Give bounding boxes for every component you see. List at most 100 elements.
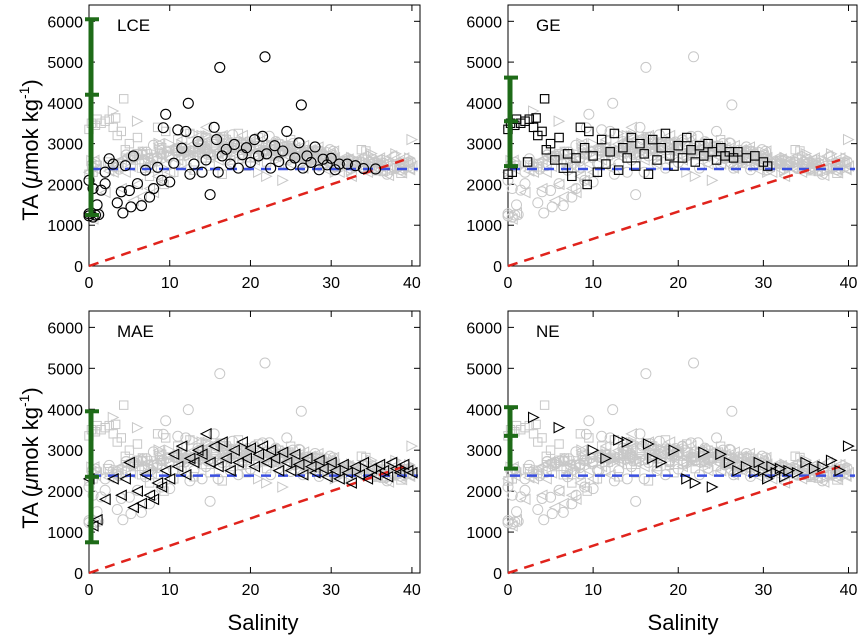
background-point: [390, 148, 402, 160]
data-point: [117, 207, 129, 219]
data-point: [596, 134, 607, 145]
data-point: [370, 163, 382, 175]
x-tick-label: 10: [584, 275, 602, 292]
background-point: [737, 452, 750, 464]
background-point: [188, 127, 201, 140]
data-point: [622, 153, 632, 163]
background-point: [621, 166, 633, 178]
x-tick-label: 10: [584, 582, 602, 599]
data-point: [163, 472, 176, 485]
background-point: [721, 453, 733, 465]
data-point: [341, 158, 353, 170]
data-point: [159, 464, 172, 477]
background-point: [649, 141, 661, 153]
data-point: [259, 51, 271, 63]
data-point: [296, 468, 309, 481]
background-point: [741, 453, 753, 465]
background-point: [253, 146, 266, 159]
background-point: [164, 483, 176, 495]
background-point: [795, 146, 805, 156]
background-point: [538, 207, 550, 219]
background-point: [244, 443, 257, 455]
background-point: [519, 178, 531, 190]
x-tick-label: 0: [85, 275, 94, 292]
highlight-points: [503, 94, 773, 190]
background-point: [650, 158, 663, 170]
x-tick-label: 30: [322, 582, 340, 599]
data-point: [357, 162, 370, 175]
data-point: [733, 147, 743, 157]
background-point: [205, 468, 215, 478]
data-point: [373, 458, 386, 471]
background-point: [110, 113, 121, 123]
y-axis-title-close: ): [18, 387, 43, 394]
x-tick-label: 0: [504, 582, 513, 599]
data-point: [276, 446, 289, 459]
data-point: [749, 466, 762, 479]
data-point: [184, 168, 196, 180]
background-point: [204, 495, 216, 507]
background-point: [132, 439, 143, 449]
data-point: [107, 158, 119, 170]
data-point: [779, 470, 791, 483]
background-point: [210, 137, 221, 147]
background-point: [584, 433, 594, 443]
background-point: [830, 468, 843, 481]
background-point: [743, 447, 756, 460]
background-point: [611, 444, 624, 457]
background-point: [151, 170, 164, 183]
background-point: [805, 154, 817, 166]
background-point: [124, 138, 135, 149]
background-point: [395, 162, 407, 174]
data-point: [723, 456, 736, 469]
y-axis-title-unit: mok kg: [18, 407, 43, 478]
background-point: [587, 176, 599, 188]
data-point: [211, 460, 224, 473]
data-point: [361, 472, 374, 485]
background-point: [596, 430, 608, 442]
data-point: [647, 134, 658, 145]
data-point: [673, 140, 683, 151]
background-point: [542, 456, 555, 469]
data-point: [139, 164, 152, 176]
background-point: [325, 145, 337, 158]
data-point: [762, 472, 774, 485]
data-point: [550, 155, 560, 165]
background-point: [681, 146, 694, 159]
background-point: [217, 476, 227, 486]
y-tick-label: 1000: [47, 525, 83, 542]
data-point: [385, 456, 398, 469]
data-point: [188, 158, 200, 170]
data-point: [300, 452, 313, 465]
background-point: [311, 141, 324, 153]
background-point: [99, 484, 111, 496]
background-point: [576, 444, 588, 456]
data-point: [609, 128, 620, 139]
y-tick-label: 4000: [466, 402, 502, 419]
data-point: [329, 464, 341, 477]
background-point: [110, 419, 121, 430]
background-point: [576, 137, 588, 150]
y-tick-label: 5000: [47, 361, 83, 378]
background-point: [548, 501, 561, 514]
background-point: [357, 157, 370, 170]
background-point: [311, 447, 324, 460]
data-point: [160, 108, 172, 120]
background-point: [172, 143, 183, 154]
background-point: [569, 186, 582, 199]
background-point: [253, 473, 265, 485]
background-point: [270, 136, 282, 148]
background-point: [628, 436, 640, 449]
background-point: [557, 506, 569, 518]
y-tick-label: 3000: [47, 443, 83, 460]
data-point: [200, 154, 212, 166]
background-point: [189, 147, 202, 160]
background-point: [124, 445, 135, 455]
background-point: [208, 453, 221, 466]
background-point: [506, 183, 518, 195]
x-tick-label: 30: [322, 275, 340, 292]
background-point: [582, 486, 592, 496]
background-point: [406, 133, 419, 146]
data-point: [698, 446, 711, 459]
background-point: [609, 452, 619, 462]
